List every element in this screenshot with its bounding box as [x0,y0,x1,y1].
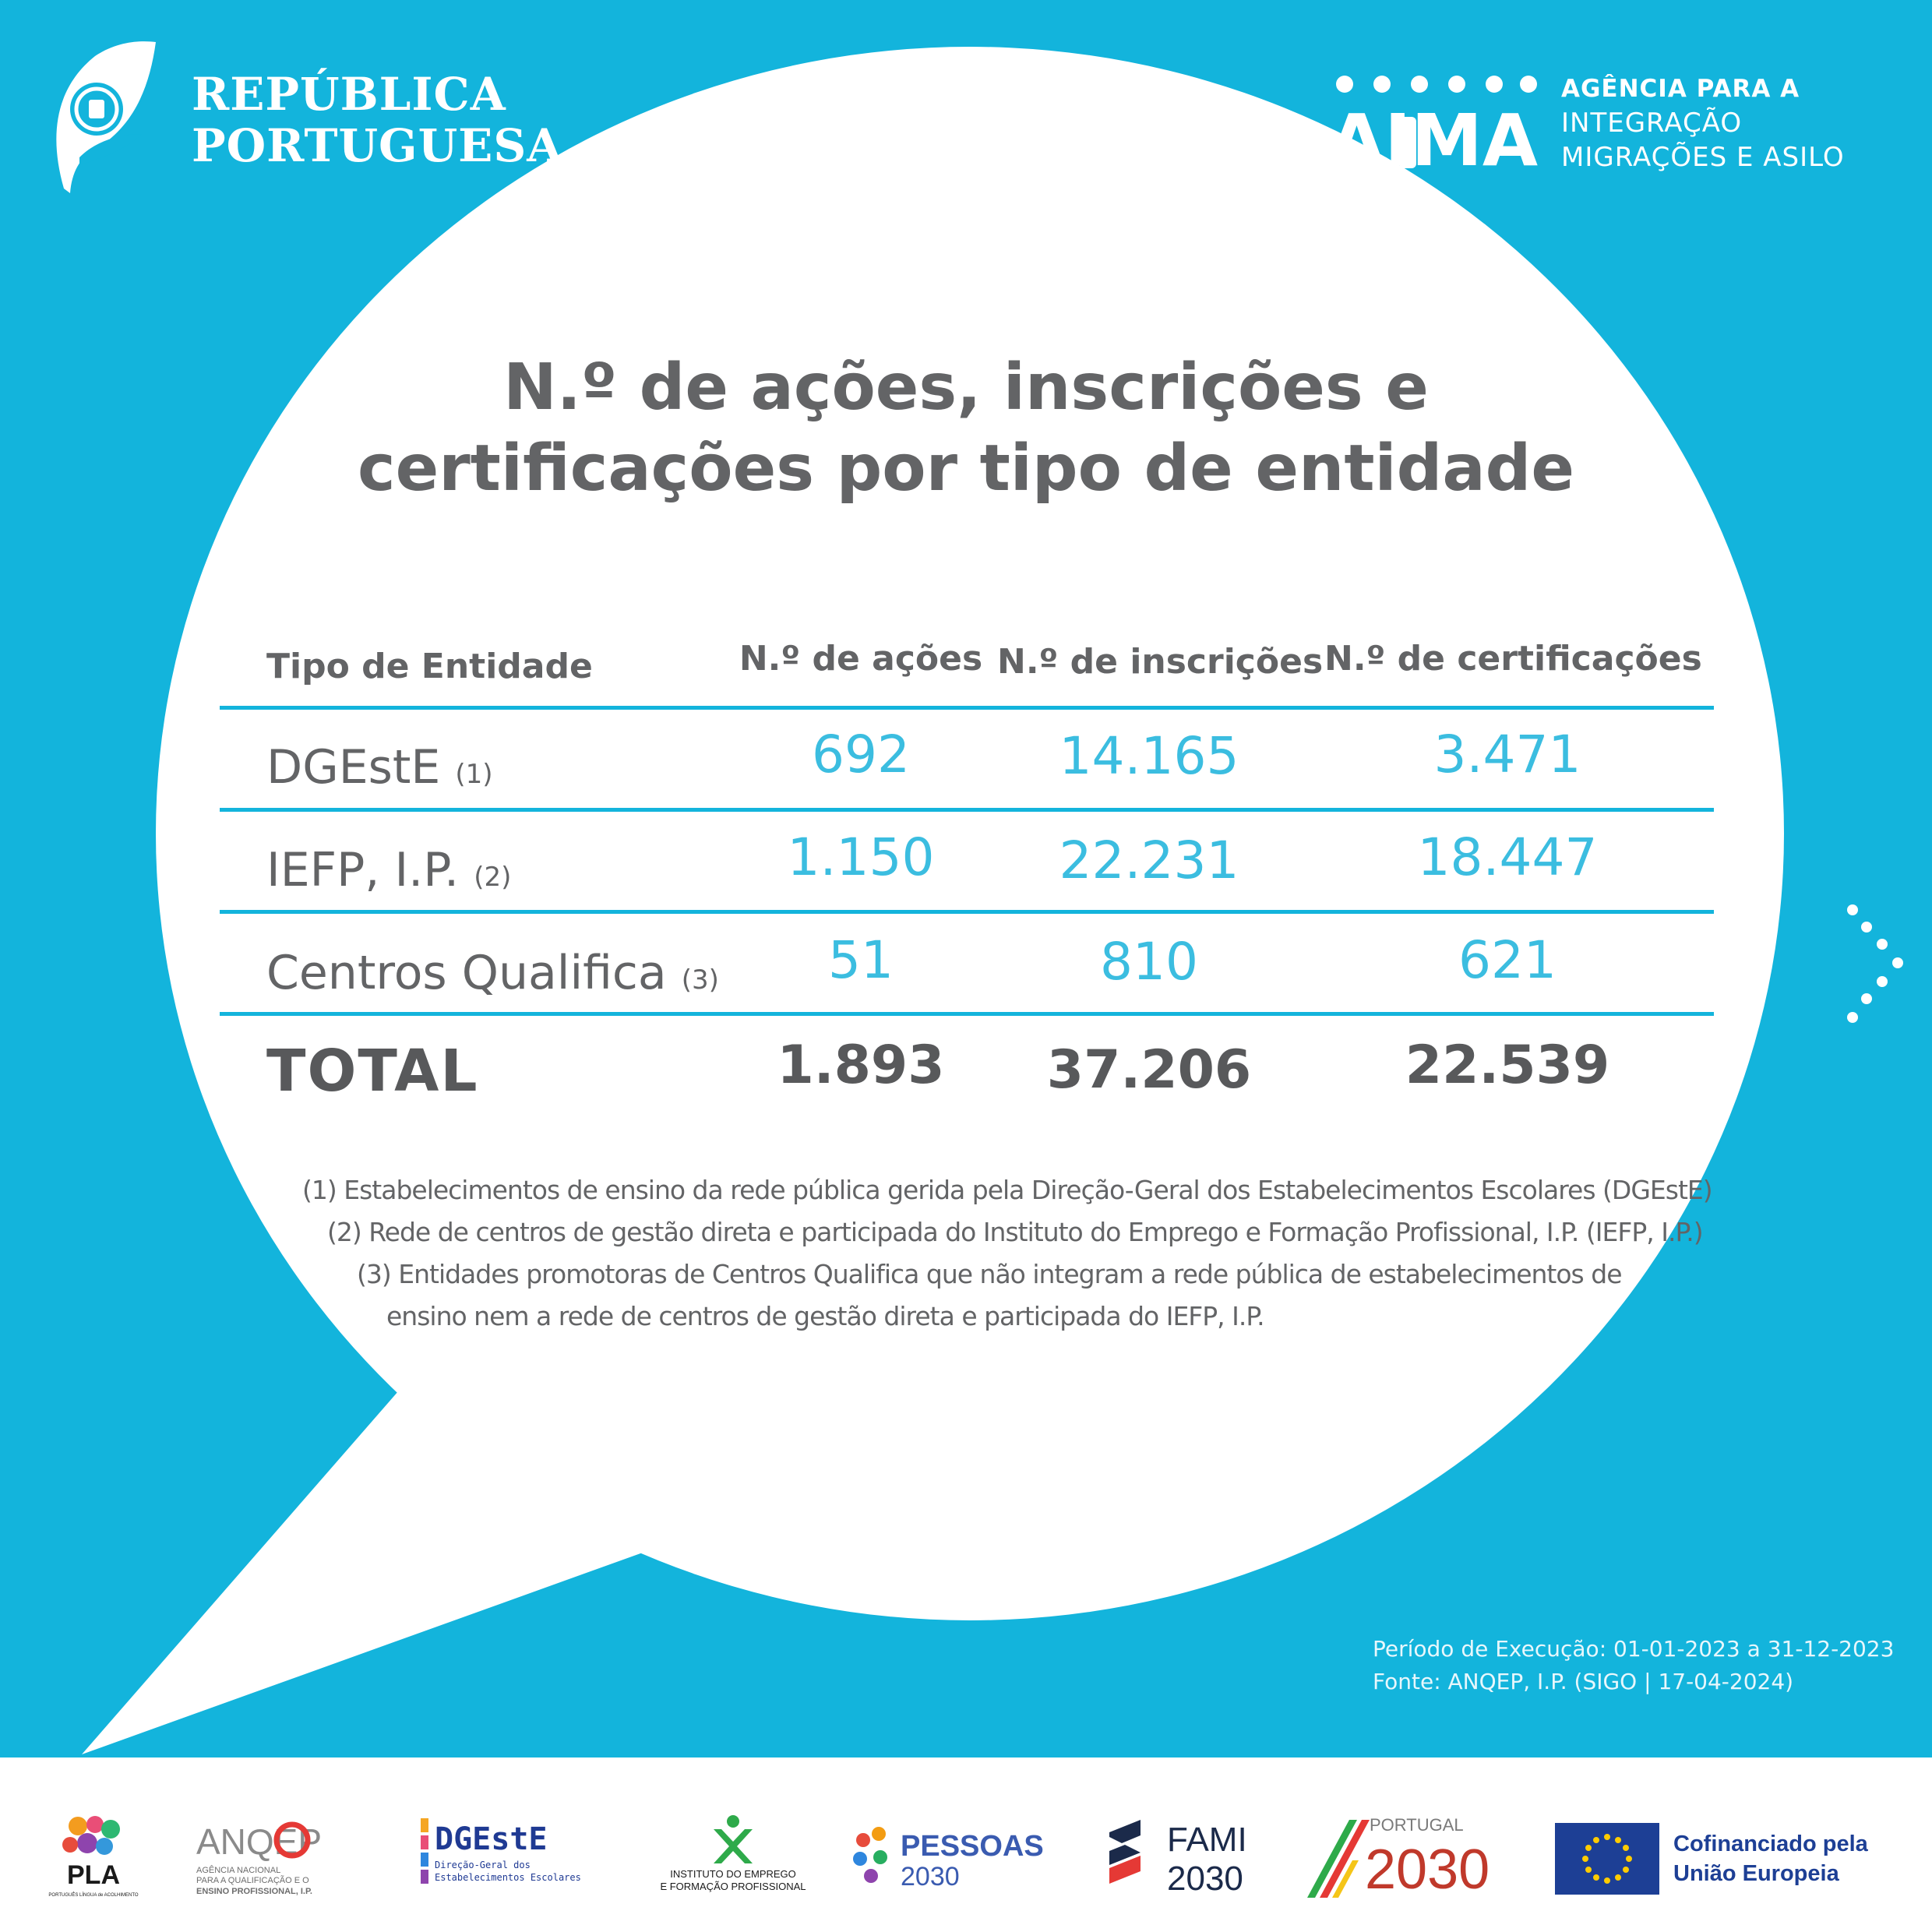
footnote-2: (2) Rede de centros de gestão direta e p… [327,1217,1704,1247]
fami-year: 2030 [1167,1860,1243,1898]
republica-line-2: PORTUGUESA [192,119,563,172]
aima-tagline-line-1: AGÊNCIA PARA A [1561,75,1800,103]
aima-tagline-line-2: INTEGRAÇÃO [1561,108,1743,139]
anqep-sub-1: AGÊNCIA NACIONAL [196,1865,280,1875]
dgeste-sub-2: Estabelecimentos Escolares [435,1872,581,1883]
header-certificacoes: N.º de certificações [1324,639,1702,679]
table-divider [220,808,1714,812]
republica-line-1: REPÚBLICA [192,68,506,121]
total-acoes: 1.893 [777,1035,945,1096]
eu-flag-icon [1555,1823,1659,1895]
anqep-sub-2: PARA A QUALIFICAÇÃO E O [196,1875,309,1885]
total-inscricoes: 37.206 [1046,1039,1252,1101]
dgeste-wordmark: DGEstE [435,1821,548,1857]
eu-line-2: União Europeia [1673,1861,1839,1886]
dgeste-logo: DGEstE Direção-Geral dos Estabelecimento… [421,1818,581,1884]
cell-centros-inscricoes: 810 [1100,932,1198,992]
portugal-year: 2030 [1365,1839,1490,1901]
cell-dgeste-certificacoes: 3.471 [1433,724,1581,784]
eu-cofinancing-text: Cofinanciado pela União Europeia [1673,1829,1868,1888]
footnote-3-continued: ensino nem a rede de centros de gestão d… [386,1301,1265,1331]
row-label-text: DGEstE [266,740,441,795]
header-acoes: N.º de ações [739,639,983,679]
title-line-2: certificações por tipo de entidade [357,432,1574,506]
footnote-3: (3) Entidades promotoras de Centros Qual… [357,1259,1622,1289]
iefp-sub-2: E FORMAÇÃO PROFISSIONAL [660,1881,806,1892]
row-note: (3) [681,964,719,996]
cell-iefp-acoes: 1.150 [787,827,935,887]
row-note: (1) [455,759,493,790]
cell-iefp-inscricoes: 22.231 [1059,830,1239,890]
header-inscricoes: N.º de inscrições [997,642,1324,682]
table-divider [220,910,1714,914]
aima-tagline-line-3: MIGRAÇÕES E ASILO [1561,142,1845,173]
cell-iefp-certificacoes: 18.447 [1417,827,1598,887]
header-tipo-entidade: Tipo de Entidade [266,647,593,686]
row-note: (2) [474,862,512,893]
cell-dgeste-acoes: 692 [812,724,910,784]
partner-logos-footer: PLA PORTUGUÊS LÍNGUA de ACOLHIMENTO ANQE… [0,1757,1932,1932]
footnote-1: (1) Estabelecimentos de ensino da rede p… [302,1175,1713,1205]
republica-portuguesa-emblem-icon [56,41,156,193]
anqep-sub-3: ENSINO PROFISSIONAL, I.P. [196,1887,312,1896]
row-label-centros-qualifica: Centros Qualifica (3) [266,946,719,1000]
iefp-logo: INSTITUTO DO EMPREGO E FORMAÇÃO PROFISSI… [660,1815,806,1892]
portugal-wordmark: PORTUGAL [1370,1815,1464,1835]
table-divider [220,1012,1714,1016]
cell-dgeste-inscricoes: 14.165 [1059,726,1239,786]
total-certificacoes: 22.539 [1405,1035,1610,1096]
title-line-1: N.º de ações, inscrições e [503,351,1429,425]
anqep-logo: ANQEP AGÊNCIA NACIONAL PARA A QUALIFICAÇ… [196,1821,322,1896]
dotted-chevron-icon [1847,904,1903,1023]
period-text: Período de Execução: 01-01-2023 a 31-12-… [1373,1636,1895,1662]
source-text: Fonte: ANQEP, I.P. (SIGO | 17-04-2024) [1373,1669,1794,1694]
table-divider [220,706,1714,710]
speech-bubble [82,47,1784,1754]
row-label-iefp: IEFP, I.P. (2) [266,843,511,897]
iefp-sub-1: INSTITUTO DO EMPREGO [670,1868,796,1880]
republica-portuguesa-wordmark: REPÚBLICA PORTUGUESA [192,69,562,171]
pessoas-year: 2030 [901,1862,960,1891]
pessoas-wordmark: PESSOAS [901,1830,1044,1863]
dgeste-sub-1: Direção-Geral dos [435,1860,531,1870]
row-label-text: Centros Qualifica [266,946,667,1000]
portugal-2030-logo: PORTUGAL 2030 [1307,1815,1490,1901]
cell-centros-certificacoes: 621 [1458,930,1557,990]
pla-subtitle: PORTUGUÊS LÍNGUA de ACOLHIMENTO [48,1891,138,1898]
fami-wordmark: FAMI [1167,1821,1247,1859]
total-label: TOTAL [266,1038,479,1105]
aima-wordmark: AIMA [1329,99,1538,170]
aima-tagline: AGÊNCIA PARA A INTEGRAÇÃO MIGRAÇÕES E AS… [1561,72,1845,175]
pessoas-2030-logo: PESSOAS 2030 [853,1827,1044,1891]
row-label-text: IEFP, I.P. [266,843,460,897]
cell-centros-acoes: 51 [828,930,894,990]
row-label-dgeste: DGEstE (1) [266,740,493,795]
aima-logo-icon: AIMA [1329,76,1538,170]
eu-line-1: Cofinanciado pela [1673,1832,1868,1856]
pla-logo: PLA PORTUGUÊS LÍNGUA de ACOLHIMENTO [48,1816,139,1898]
pla-wordmark: PLA [67,1860,120,1890]
fami-2030-logo: FAMI 2030 [1109,1820,1247,1898]
